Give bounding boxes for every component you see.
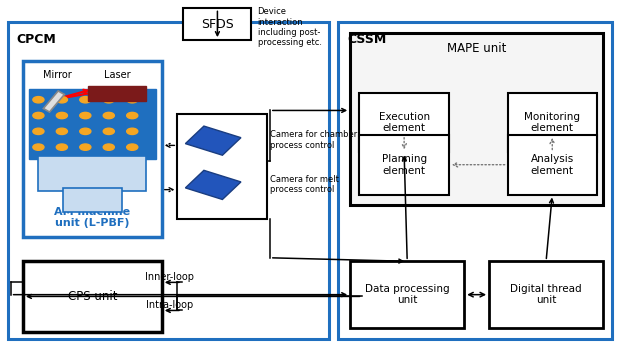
Circle shape: [56, 112, 68, 119]
FancyBboxPatch shape: [23, 261, 162, 332]
FancyBboxPatch shape: [88, 86, 146, 102]
Text: Monitoring
element: Monitoring element: [525, 112, 580, 133]
Circle shape: [80, 128, 91, 135]
Circle shape: [126, 144, 138, 150]
Circle shape: [126, 97, 138, 103]
FancyBboxPatch shape: [508, 135, 597, 195]
Text: AM machine
unit (L-PBF): AM machine unit (L-PBF): [55, 207, 130, 228]
FancyBboxPatch shape: [360, 93, 449, 153]
FancyBboxPatch shape: [508, 93, 597, 153]
Text: Laser: Laser: [104, 70, 130, 80]
Polygon shape: [43, 91, 64, 112]
Circle shape: [80, 97, 91, 103]
Circle shape: [33, 144, 44, 150]
Circle shape: [126, 128, 138, 135]
FancyBboxPatch shape: [489, 261, 603, 328]
Text: Execution
element: Execution element: [379, 112, 430, 133]
Circle shape: [104, 128, 114, 135]
Text: Mirror: Mirror: [43, 70, 71, 80]
FancyBboxPatch shape: [338, 22, 613, 338]
Text: CPCM: CPCM: [17, 33, 56, 46]
FancyBboxPatch shape: [350, 261, 464, 328]
FancyBboxPatch shape: [7, 22, 329, 338]
FancyBboxPatch shape: [63, 188, 122, 212]
Text: Planning
element: Planning element: [381, 154, 427, 176]
FancyBboxPatch shape: [38, 156, 146, 191]
Text: Camera for melt
process control: Camera for melt process control: [270, 175, 339, 194]
Text: CPS unit: CPS unit: [68, 290, 117, 303]
Circle shape: [56, 128, 68, 135]
Polygon shape: [185, 170, 241, 199]
Circle shape: [80, 112, 91, 119]
Text: Data processing
unit: Data processing unit: [365, 284, 450, 306]
FancyBboxPatch shape: [23, 61, 162, 237]
Circle shape: [104, 97, 114, 103]
FancyBboxPatch shape: [29, 89, 156, 159]
Circle shape: [80, 144, 91, 150]
FancyBboxPatch shape: [184, 8, 251, 40]
Text: SFDS: SFDS: [201, 18, 234, 31]
Circle shape: [56, 97, 68, 103]
FancyBboxPatch shape: [360, 135, 449, 195]
Text: Camera for chamber
process control: Camera for chamber process control: [270, 130, 357, 150]
Circle shape: [126, 112, 138, 119]
Text: MAPE unit: MAPE unit: [447, 42, 507, 55]
Text: Digital thread
unit: Digital thread unit: [510, 284, 582, 306]
FancyBboxPatch shape: [350, 33, 603, 205]
Text: Device
interaction
including post-
processing etc.: Device interaction including post- proce…: [257, 7, 322, 47]
Circle shape: [33, 112, 44, 119]
Circle shape: [104, 144, 114, 150]
Circle shape: [104, 112, 114, 119]
Text: CSSM: CSSM: [347, 33, 386, 46]
Circle shape: [33, 128, 44, 135]
Text: Inner-loop: Inner-loop: [145, 272, 194, 282]
FancyBboxPatch shape: [177, 114, 267, 219]
Text: Analysis
element: Analysis element: [531, 154, 574, 176]
Circle shape: [56, 144, 68, 150]
Polygon shape: [185, 126, 241, 155]
Circle shape: [33, 97, 44, 103]
Text: Intra-loop: Intra-loop: [146, 300, 193, 310]
